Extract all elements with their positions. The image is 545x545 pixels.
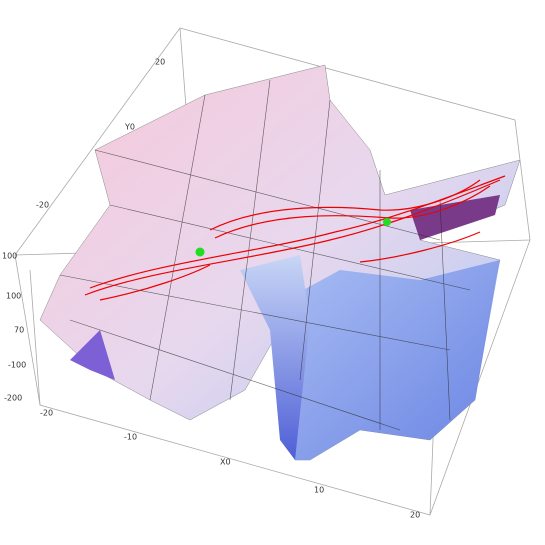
y-tick-label: 20 bbox=[155, 58, 165, 67]
y-axis-label: Y0 bbox=[124, 123, 135, 132]
x-tick-label: -10 bbox=[124, 433, 137, 442]
x-tick-label: 10 bbox=[314, 486, 324, 495]
x-tick-label: 20 bbox=[410, 511, 420, 520]
x-axis-label: X0 bbox=[220, 458, 231, 467]
z-tick-label: 70 bbox=[14, 326, 24, 335]
x-tick-label: -20 bbox=[40, 409, 53, 418]
trajectories bbox=[84, 175, 506, 301]
z-tick-label: -200 bbox=[4, 394, 22, 403]
z-tick-label: 100 bbox=[6, 292, 21, 301]
z-tick-label: 100 bbox=[2, 252, 17, 261]
y-tick-label: -20 bbox=[36, 201, 49, 210]
surface bbox=[39, 64, 521, 461]
z-tick-label: -100 bbox=[8, 361, 26, 370]
